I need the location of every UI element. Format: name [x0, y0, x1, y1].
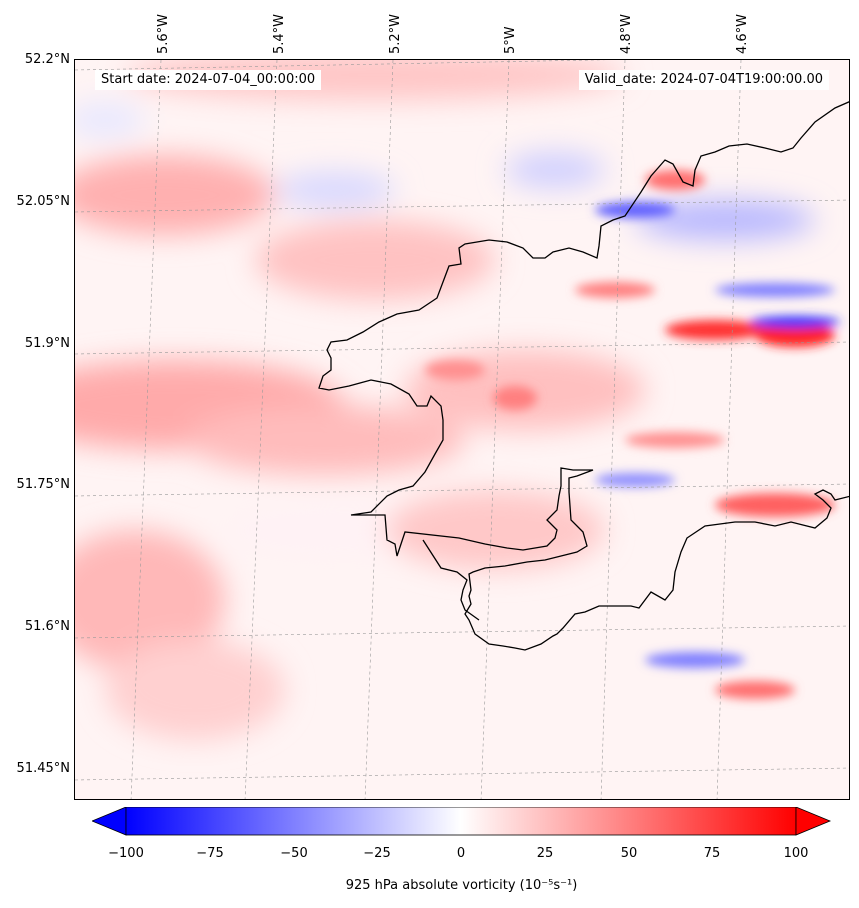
lat-label: 51.45°N	[16, 761, 70, 776]
fine-field	[425, 170, 840, 699]
coastline	[318, 101, 849, 651]
colorbar-extend-high	[795, 807, 832, 836]
colorbar-tick: 25	[536, 846, 554, 861]
lon-label: 5.4°W	[272, 13, 287, 54]
lat-label: 52.2°N	[24, 52, 70, 67]
lon-label: 4.8°W	[619, 13, 634, 54]
colorbar-gradient	[125, 807, 797, 836]
lon-label: 5.2°W	[388, 13, 403, 54]
lon-label: 5.6°W	[156, 13, 171, 54]
colorbar-label: 925 hPa absolute vorticity (10⁻⁵s⁻¹)	[345, 878, 578, 893]
gridlines	[75, 60, 849, 799]
colorbar-tick: −100	[108, 846, 144, 861]
lat-label: 52.05°N	[16, 194, 70, 209]
vorticity-map	[75, 60, 849, 799]
colorbar-tick: −50	[280, 846, 308, 861]
colorbar-tick: 0	[456, 846, 466, 861]
map-panel: Start date: 2024-07-04_00:00:00 Valid_da…	[74, 59, 850, 800]
colorbar-tick: 50	[620, 846, 638, 861]
colorbar-tick: −75	[196, 846, 224, 861]
lat-label: 51.9°N	[24, 336, 70, 351]
colorbar-extend-low	[92, 807, 127, 836]
colorbar-tick: −25	[363, 846, 391, 861]
valid-date-label: Valid_date: 2024-07-04T19:00:00.00	[578, 70, 829, 90]
colorbar-tick: 75	[703, 846, 721, 861]
lat-label: 51.6°N	[24, 619, 70, 634]
lat-label: 51.75°N	[16, 477, 70, 492]
colorbar	[92, 807, 832, 836]
colorbar-tick: 100	[783, 846, 809, 861]
start-date-label: Start date: 2024-07-04_00:00:00	[95, 70, 322, 90]
lon-label: 5°W	[503, 26, 518, 54]
lon-label: 4.6°W	[735, 13, 750, 54]
